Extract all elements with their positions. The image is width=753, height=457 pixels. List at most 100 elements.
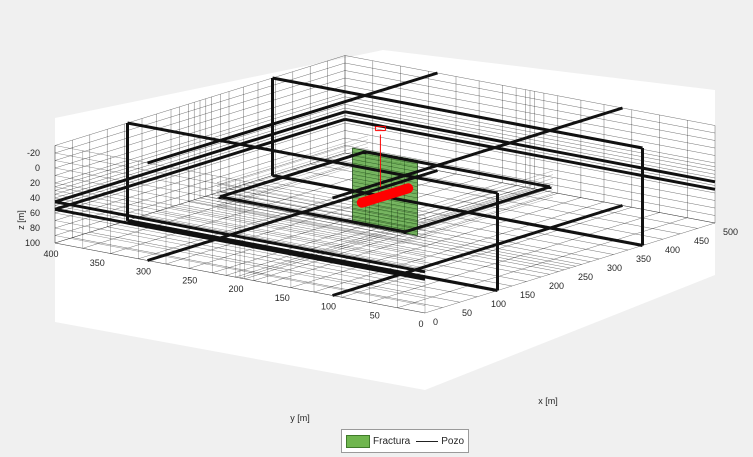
grid-line-inner <box>217 208 403 245</box>
z-tick-label: 80 <box>30 223 40 233</box>
fracture-grid-line <box>352 219 418 232</box>
grid-line-inner <box>217 204 403 241</box>
grid-line-inner <box>217 143 368 191</box>
fracture-grid-line <box>352 151 418 165</box>
grid-line-y-floor <box>110 163 401 254</box>
grid-line-z-side <box>344 62 716 134</box>
legend: Fractura Pozo <box>341 429 469 453</box>
bold-line-x <box>127 219 498 292</box>
x-tick-label: 250 <box>578 272 593 282</box>
grid-line-z-back <box>54 130 346 221</box>
grid-line-inner <box>217 135 368 183</box>
grid-line-y-floor <box>212 182 503 274</box>
z-axis-label: z [m] <box>16 210 26 230</box>
grid-line-inner <box>217 139 368 187</box>
x-tick-label: 400 <box>665 245 680 255</box>
y-tick-label: 400 <box>43 249 58 259</box>
grid-line-y-floor <box>244 188 535 280</box>
grid-line-inner <box>402 196 553 245</box>
bold-line-x <box>272 174 643 247</box>
grid-line-z-front <box>54 242 426 314</box>
x-tick-label: 350 <box>636 254 651 264</box>
grid-line-z-back <box>54 70 346 161</box>
grid-line-z-front <box>54 175 426 246</box>
grid-line-z-front <box>54 152 426 224</box>
x-tick-label: 0 <box>433 317 438 327</box>
bold-line-y <box>147 71 438 165</box>
grid-line-z-back <box>54 62 346 154</box>
grid-line-z-front <box>54 235 426 306</box>
grid-line-z-front <box>54 194 426 265</box>
grid-line-z-back <box>54 122 346 214</box>
grid-line-z-side <box>344 115 716 186</box>
grid-line-y-floor <box>239 187 531 279</box>
grid-line-z-back <box>54 77 346 169</box>
grid-line-inner <box>402 170 553 218</box>
grid-line-z-back <box>54 115 346 206</box>
well-pozo <box>356 183 414 208</box>
grid-line-z-front <box>54 220 426 291</box>
bold-line-z <box>54 117 346 211</box>
legend-fractura-label: Fractura <box>373 435 411 447</box>
grid-line-inner <box>217 146 368 195</box>
bold-inner-square <box>364 150 551 189</box>
bold-inner-square <box>219 195 406 234</box>
grid-line-z-side <box>344 55 716 126</box>
y-tick-label: 250 <box>182 275 197 285</box>
y-tick-label: 350 <box>90 258 105 268</box>
legend-pozo-label: Pozo <box>441 435 465 447</box>
x-axis-label: x [m] <box>538 396 558 406</box>
fracture-grid-line <box>352 207 418 221</box>
grid-line-inner <box>402 193 553 241</box>
fracture-grid-line <box>352 211 418 225</box>
grid-line-z-side <box>344 85 716 156</box>
grid-line-z-side <box>344 137 716 209</box>
grid-line-z-side <box>344 145 716 216</box>
grid-line-y-floor <box>226 185 517 276</box>
bold-line-x <box>127 121 498 195</box>
bold-inner-square <box>219 150 366 199</box>
fracture-grid-line <box>352 155 418 169</box>
grid-line-z-back <box>54 145 346 236</box>
grid-line-y-floor <box>290 197 581 288</box>
grid-line-y-floor <box>235 186 526 278</box>
legend-fractura-swatch <box>346 434 370 448</box>
z-tick-label: 100 <box>25 238 40 248</box>
bold-line-z <box>344 117 716 191</box>
grid-line-y-floor <box>267 193 558 284</box>
well-layer <box>356 126 414 208</box>
x-tick-label: 200 <box>549 281 564 291</box>
y-tick-label: 150 <box>275 293 290 303</box>
z-tick-label: 0 <box>35 163 40 173</box>
grid-line-z-side <box>344 130 716 201</box>
grid-line-z-front <box>54 160 426 231</box>
bold-line-y <box>332 204 623 297</box>
bold-line-z <box>344 110 716 184</box>
grid-line-y-floor <box>313 201 605 293</box>
grid-line-z-side <box>344 122 716 194</box>
legend-pozo-swatch <box>416 440 439 442</box>
y-axis-label: y [m] <box>290 413 310 423</box>
bold-line-z <box>54 110 346 204</box>
z-tick-label: 60 <box>30 208 40 218</box>
y-tick-label: 0 <box>418 319 423 329</box>
tick-labels: 0501001502002503003504004505000501001502… <box>25 148 738 329</box>
grid-line-z-front <box>54 182 426 254</box>
bold-line-x <box>272 76 643 150</box>
x-tick-label: 450 <box>694 236 709 246</box>
grid-line-z-side <box>344 107 716 179</box>
grid-line-z-side <box>344 77 716 149</box>
grid-line-z-front <box>54 167 426 239</box>
bold-line-z <box>54 207 426 281</box>
grid-line-z-front <box>54 186 426 258</box>
x-tick-label: 500 <box>723 227 738 237</box>
bold-line-y <box>147 169 438 262</box>
grid-line-y-floor <box>424 222 716 314</box>
grid-line-z-side <box>344 104 716 175</box>
bold-inner-square <box>404 185 551 234</box>
grid-line-z-back <box>54 104 346 195</box>
grid-line-inner <box>217 158 368 206</box>
grid-line-y-floor <box>341 207 632 298</box>
grid-line-y-floor <box>369 212 660 303</box>
fracture-grid-line <box>352 162 418 176</box>
